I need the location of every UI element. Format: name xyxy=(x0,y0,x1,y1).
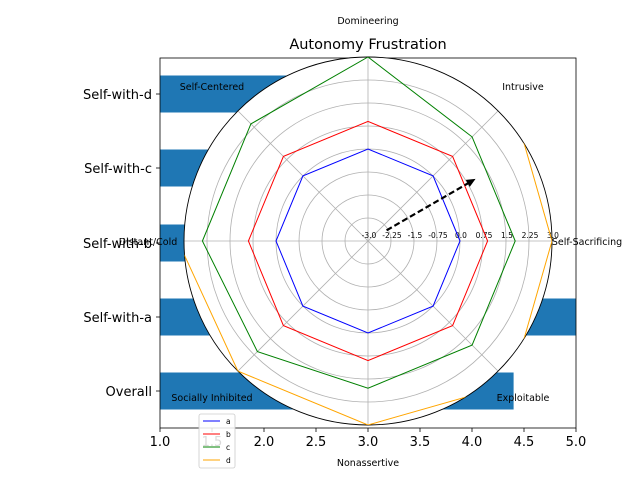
radar-r-tick-label: 1.5 xyxy=(501,231,513,240)
x-tick-label: 5.0 xyxy=(566,435,587,450)
legend-label: d xyxy=(226,456,231,465)
radar-arrow-head xyxy=(465,178,476,187)
legend-label: a xyxy=(226,417,231,426)
radar-axis-label: Domineering xyxy=(337,16,398,27)
radar-r-tick-label: 0.0 xyxy=(455,231,467,240)
radar-r-tick-label: -0.75 xyxy=(428,231,448,240)
radar-r-tick-label: 0.75 xyxy=(476,231,493,240)
radar-r-tick-label: 2.25 xyxy=(522,231,539,240)
chart-title: Autonomy Frustration xyxy=(289,37,446,53)
radar-axis-label: Intrusive xyxy=(502,82,544,93)
radar-series-b xyxy=(247,120,489,362)
radar-axis-label: Socially Inhibited xyxy=(171,393,252,404)
radar-axis-label: Distant/Cold xyxy=(119,237,178,248)
radar-axis-label: Nonassertive xyxy=(337,458,399,469)
legend-box xyxy=(198,413,236,469)
x-tick-label: 3.5 xyxy=(410,435,431,450)
x-tick-label: 2.0 xyxy=(254,435,275,450)
radar-series-c xyxy=(201,57,516,389)
radar-r-tick-label: -3.0 xyxy=(362,231,377,240)
y-tick-label: Self-with-c xyxy=(84,162,152,177)
y-tick-label: Overall xyxy=(106,385,152,400)
x-tick-label: 4.5 xyxy=(514,435,535,450)
x-tick-label: 2.5 xyxy=(306,435,327,450)
x-tick-label: 3.0 xyxy=(358,435,379,450)
x-tick-label: 4.0 xyxy=(462,435,483,450)
radar-r-tick-label: -1.5 xyxy=(408,231,423,240)
radar-r-tick-label: -2.25 xyxy=(382,231,402,240)
radar-axis-label: Exploitable xyxy=(497,393,550,404)
y-tick-label: Self-with-d xyxy=(83,88,152,103)
radar-axis-label: Self-Sacrificing xyxy=(552,237,622,248)
legend-label: c xyxy=(226,443,230,452)
radar-arrow-shaft xyxy=(386,180,471,232)
x-tick-label: 1.0 xyxy=(150,435,171,450)
legend-label: b xyxy=(226,430,231,439)
y-tick-label: Self-with-a xyxy=(83,311,152,326)
radar-axis-label: Self-Centered xyxy=(180,82,244,93)
radar-r-tick-label: 3.0 xyxy=(547,231,559,240)
radar-chart-layer: -3.0 -2.25 -1.5 -0.75 0.0 0.75 1.5 2.25 3.0Self-… xyxy=(119,16,622,469)
radar-series-a xyxy=(275,148,461,334)
y-tick-label: Self-with-b xyxy=(83,237,152,252)
